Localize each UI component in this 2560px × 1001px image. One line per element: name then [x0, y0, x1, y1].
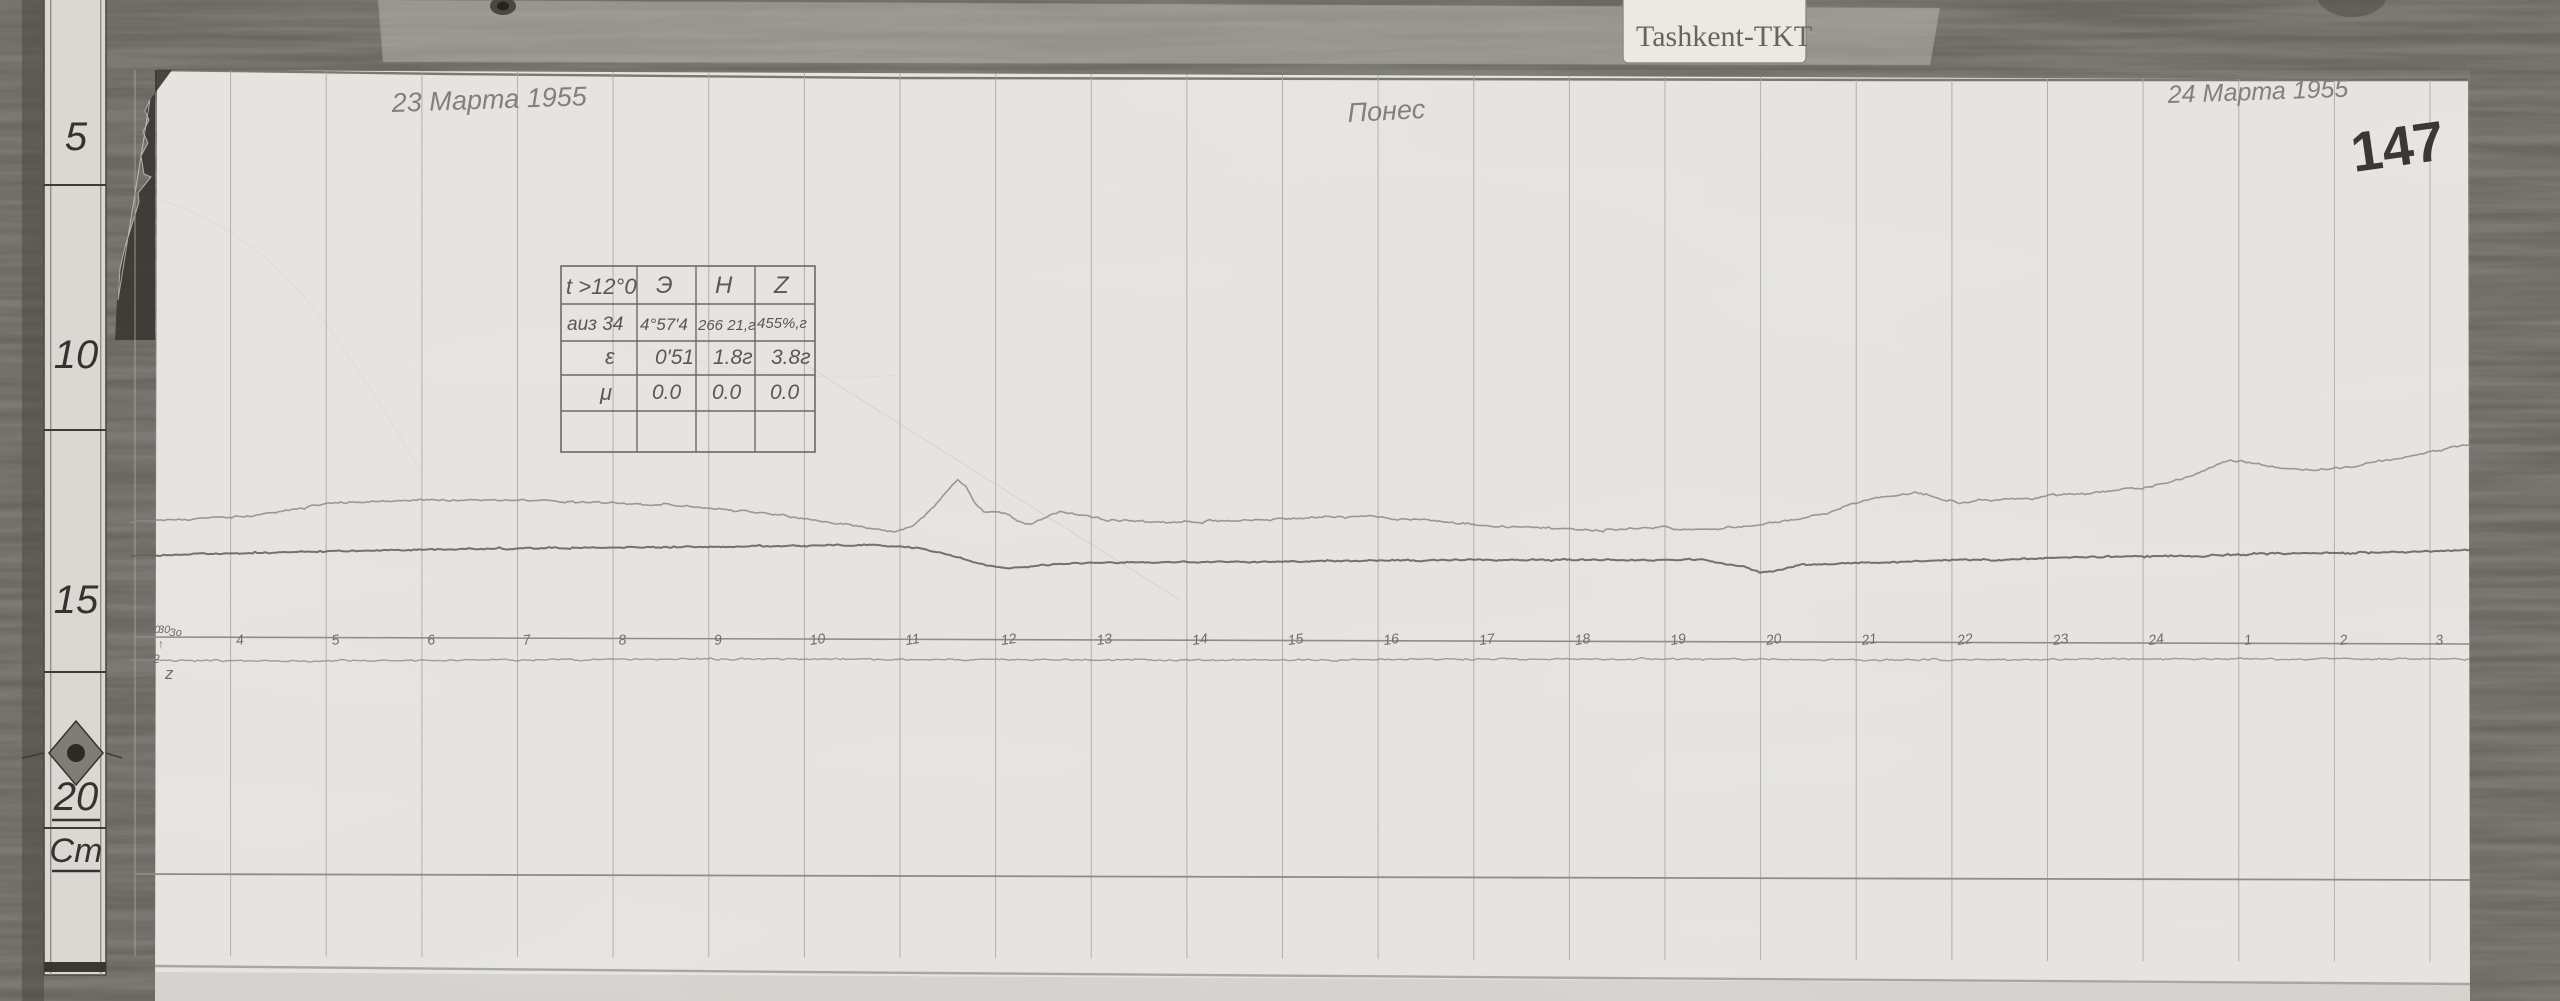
svg-text:147: 147: [2347, 108, 2448, 183]
svg-text:Зо: Зо: [169, 627, 182, 639]
svg-text:t >12°0: t >12°0: [566, 274, 637, 299]
svg-text:12: 12: [1000, 630, 1018, 648]
svg-text:10: 10: [809, 630, 827, 648]
svg-text:3.8г: 3.8г: [771, 346, 811, 369]
svg-text:2: 2: [152, 652, 160, 666]
svg-text:4°57'4: 4°57'4: [640, 315, 688, 334]
svg-text:15: 15: [1287, 630, 1305, 648]
svg-text:0.0: 0.0: [770, 381, 800, 404]
svg-text:z: z: [164, 664, 174, 683]
svg-text:Н: Н: [140, 498, 153, 517]
svg-text:μ: μ: [599, 380, 612, 405]
svg-text:21: 21: [1859, 630, 1878, 648]
svg-text:11: 11: [904, 630, 921, 648]
svg-text:↑: ↑: [158, 637, 164, 651]
svg-text:0'51: 0'51: [655, 346, 694, 369]
svg-text:0.0: 0.0: [652, 381, 682, 404]
svg-text:↑: ↑: [127, 594, 133, 608]
svg-text:14: 14: [1191, 630, 1209, 648]
svg-text:Н: Н: [715, 272, 733, 299]
svg-text:Я: Я: [137, 532, 150, 551]
svg-text:455%,г: 455%,г: [757, 315, 808, 332]
svg-text:266 21,г: 266 21,г: [697, 317, 756, 334]
svg-text:Э: Э: [656, 272, 673, 299]
svg-text:↑: ↑: [147, 594, 153, 608]
svg-text:13: 13: [1095, 630, 1113, 648]
svg-text:18: 18: [1574, 630, 1592, 648]
svg-text:1.8г: 1.8г: [713, 346, 753, 369]
svg-text:аиз 34: аиз 34: [567, 314, 623, 335]
svg-text:Понес: Понес: [1347, 94, 1427, 128]
svg-text:19: 19: [1669, 630, 1687, 648]
svg-text:0.0: 0.0: [712, 381, 742, 404]
svg-text:23: 23: [2051, 630, 2070, 648]
svg-text:24: 24: [2146, 630, 2165, 648]
svg-text:Z: Z: [773, 272, 790, 299]
svg-text:22: 22: [1955, 630, 1974, 648]
svg-text:ε: ε: [605, 344, 615, 369]
svg-text:20: 20: [1764, 630, 1783, 648]
svg-text:16: 16: [1382, 630, 1400, 648]
